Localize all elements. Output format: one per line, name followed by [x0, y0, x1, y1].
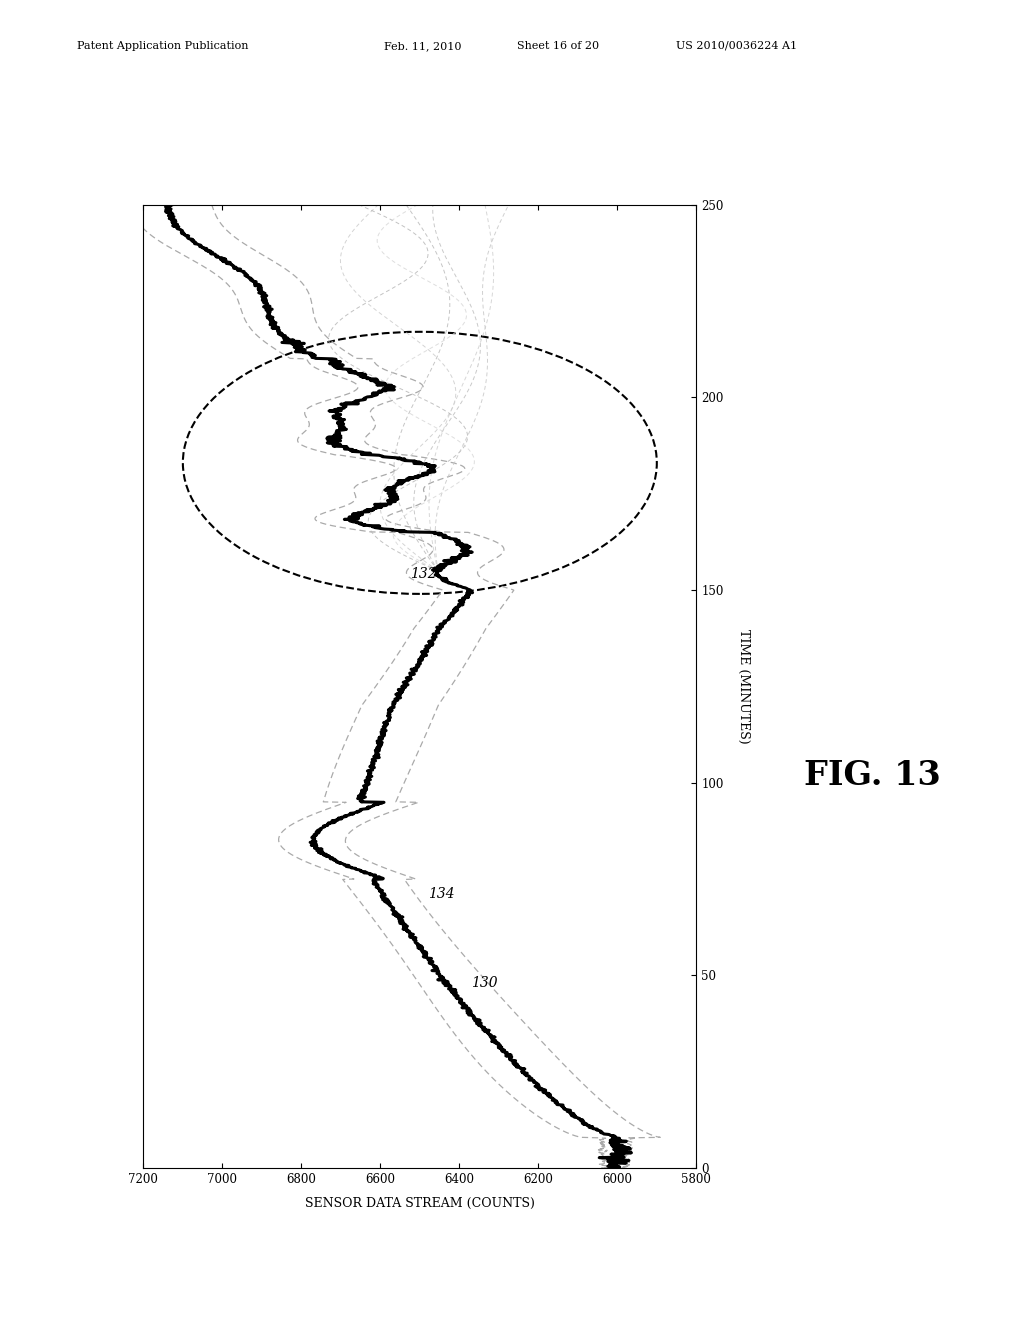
- Text: Feb. 11, 2010: Feb. 11, 2010: [384, 41, 462, 51]
- Text: Sheet 16 of 20: Sheet 16 of 20: [517, 41, 599, 51]
- Text: 134: 134: [428, 887, 455, 902]
- Text: 132: 132: [411, 568, 437, 582]
- Text: Patent Application Publication: Patent Application Publication: [77, 41, 248, 51]
- Text: US 2010/0036224 A1: US 2010/0036224 A1: [676, 41, 797, 51]
- Text: 130: 130: [471, 975, 498, 990]
- X-axis label: SENSOR DATA STREAM (COUNTS): SENSOR DATA STREAM (COUNTS): [305, 1197, 535, 1210]
- Text: FIG. 13: FIG. 13: [804, 759, 941, 792]
- Y-axis label: TIME (MINUTES): TIME (MINUTES): [737, 630, 751, 743]
